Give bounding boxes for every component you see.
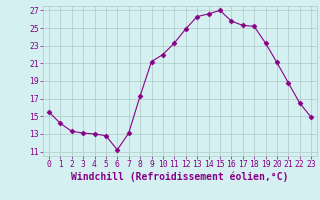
X-axis label: Windchill (Refroidissement éolien,°C): Windchill (Refroidissement éolien,°C) — [71, 172, 289, 182]
